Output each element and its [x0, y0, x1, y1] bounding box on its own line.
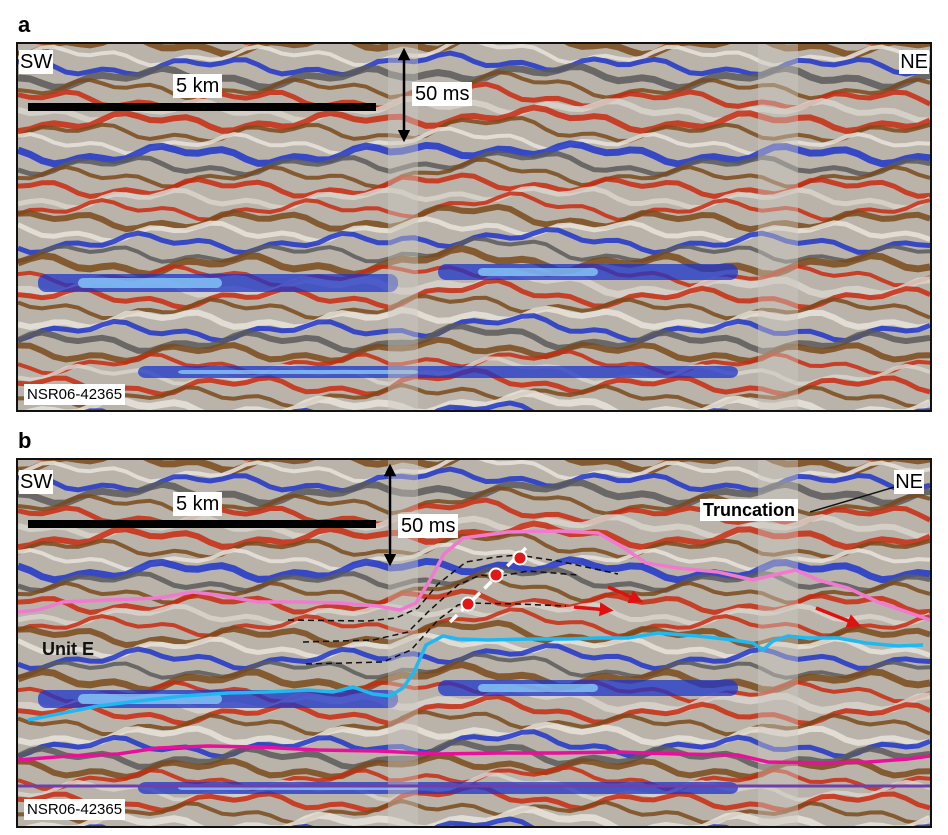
panel-b-interpretation-overlay [18, 463, 930, 788]
seismic-panel-b: SW NE 5 km 50 ms Truncation Unit E NSR06… [16, 458, 932, 828]
horizon-pink [18, 529, 930, 622]
panel-b-vertical-scale-label: 50 ms [398, 514, 459, 538]
panel-b-horizontal-scale-label: 5 km [173, 492, 223, 516]
panel-b-letter: b [18, 428, 32, 453]
clinoform-1 [287, 554, 619, 622]
clinoform-2 [302, 570, 579, 643]
horizon-cyan [27, 631, 924, 722]
panel-a-letter: a [18, 12, 31, 37]
horizon-magenta [18, 744, 930, 765]
unit-e-label: Unit E [42, 639, 94, 659]
panel-a-annotation-overlay [28, 47, 411, 143]
seismic-section-image-a [18, 44, 930, 410]
panel-a-vertical-scale-label: 50 ms [412, 82, 473, 106]
clinoform-3 [305, 602, 567, 665]
seismic-panel-a: SW NE 5 km 50 ms NSR06-42365 [16, 42, 932, 412]
panel-a-west-label: SW [19, 50, 54, 74]
truncation-label: Truncation [700, 499, 799, 521]
panel-a-horizontal-scale-label: 5 km [173, 74, 223, 98]
trajectory-point-2 [488, 567, 504, 583]
downlap-arrow-1 [573, 602, 614, 617]
downlap-arrow-3 [815, 606, 862, 628]
downlap-arrow-2 [607, 585, 644, 604]
trajectory-point-1 [460, 596, 476, 612]
trajectory-point-3 [512, 550, 528, 566]
panel-b-east-label: NE [894, 470, 924, 494]
panel-a-line-id: NSR06-42365 [24, 384, 126, 405]
panel-b-line-id: NSR06-42365 [24, 799, 126, 820]
panel-a-east-label: NE [899, 50, 929, 74]
panel-b-west-label: SW [19, 470, 54, 494]
truncation-leader-line [809, 485, 899, 513]
